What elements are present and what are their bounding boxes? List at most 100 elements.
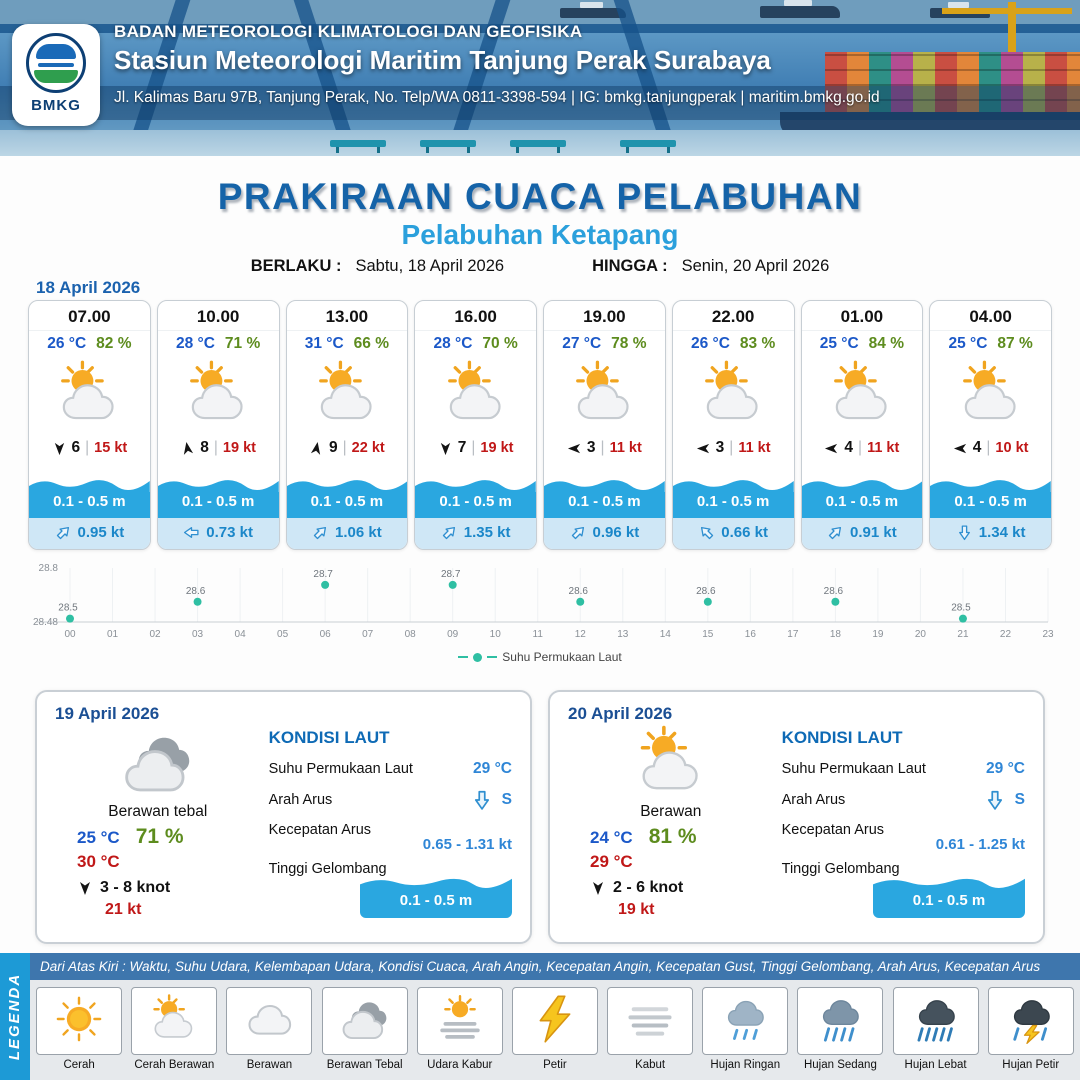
weather-icon (910, 993, 962, 1050)
legend-item: Hujan Lebat (890, 987, 982, 1071)
svg-text:28.7: 28.7 (313, 569, 333, 580)
current-band: 1.34 kt (930, 518, 1051, 549)
wave-crest-icon (544, 480, 665, 492)
port-name-subtitle: Pelabuhan Ketapang (401, 219, 679, 250)
humidity: 71 % (224, 335, 261, 352)
current-direction-icon (566, 520, 590, 544)
ship-icon (560, 2, 626, 18)
current-direction-icon (183, 524, 200, 541)
svg-text:02: 02 (149, 629, 161, 640)
current-direction-icon (471, 789, 493, 811)
svg-text:04: 04 (235, 629, 247, 640)
wave-crest-icon (29, 480, 150, 492)
weather-icon (814, 993, 866, 1050)
wave-height-label: Tinggi Gelombang (781, 861, 900, 877)
svg-text:19: 19 (872, 629, 884, 640)
current-direction-value: S (1014, 791, 1025, 808)
weather-icon (719, 993, 771, 1050)
legend-tiles-row: Cerah Cerah Berawan Berawan (30, 980, 1080, 1080)
berlaku-label: BERLAKU : (250, 257, 342, 275)
wind-direction-icon (567, 441, 582, 456)
legend-item: Hujan Sedang (794, 987, 886, 1071)
humidity: 87 % (997, 335, 1033, 352)
forecast-time: 13.00 (286, 301, 408, 331)
current-direction-icon (984, 789, 1006, 811)
svg-text:08: 08 (405, 629, 417, 640)
daily-date: 20 April 2026 (568, 704, 673, 723)
separator: | (986, 439, 991, 456)
current-direction-icon (437, 520, 461, 544)
forecast-card: 01.00 25 °C 84 % 4 | 11 kt 0.1 - 0.5 m (800, 300, 924, 550)
forecast-time: 04.00 (930, 301, 1051, 331)
separator: | (600, 439, 605, 456)
current-speed: 0.66 kt (721, 524, 768, 541)
svg-text:28.5: 28.5 (951, 603, 971, 614)
svg-text:23: 23 (1042, 629, 1054, 640)
svg-text:11: 11 (533, 629, 544, 640)
wind-direction-icon (824, 441, 839, 456)
temp-humidity-row: 28 °C 70 % (415, 331, 536, 353)
weather-icon (243, 993, 295, 1050)
wave-crest-icon (360, 878, 512, 890)
legend-item-label: Cerah Berawan (134, 1059, 215, 1071)
wave-height-label: Tinggi Gelombang (268, 861, 387, 877)
wind-row: 4 | 11 kt (802, 435, 923, 461)
humidity: 83 % (739, 335, 776, 352)
legend-icon-box (131, 987, 218, 1055)
svg-text:07: 07 (362, 629, 374, 640)
svg-text:05: 05 (277, 629, 289, 640)
gust-speed: 19 kt (222, 440, 256, 456)
air-temperature: 25 °C (948, 335, 988, 352)
forecast-time: 01.00 (801, 301, 923, 331)
wind-direction-icon (696, 441, 711, 456)
sst-chart-section: 28.8 28.48 00 01 02 03 04 05 06 07 08 09 10 11 12 13 14 1… (18, 556, 1062, 664)
wind-row: 9 | 22 kt (287, 435, 408, 461)
forecast-card: 13.00 31 °C 66 % 9 | 22 kt 0.1 - 0.5 m (285, 300, 409, 550)
legend-item: Udara Kabur (414, 987, 506, 1071)
current-band: 0.66 kt (672, 518, 794, 549)
svg-text:01: 01 (107, 629, 119, 640)
air-temperature: 31 °C (304, 335, 344, 352)
svg-text:16: 16 (745, 629, 757, 640)
wind-range: 3 - 8 knot (100, 879, 171, 896)
separator: | (729, 439, 734, 456)
humidity: 71 % (135, 825, 184, 848)
current-speed: 0.91 kt (850, 524, 897, 541)
wave-height-band: 0.1 - 0.5 m (157, 477, 279, 518)
air-temperature: 26 °C (690, 335, 730, 352)
weather-icon (434, 993, 486, 1050)
sea-conditions-block: KONDISI LAUT Suhu Permukaan Laut 29 °C A… (261, 724, 512, 919)
legend-item: Cerah (33, 987, 125, 1071)
legend-item-label: Berawan (246, 1059, 293, 1071)
svg-text:28.6: 28.6 (696, 586, 716, 597)
legend-icon-box (702, 987, 789, 1055)
current-speed-label: Kecepatan Arus (781, 822, 885, 838)
agency-name: BADAN METEOROLOGI KLIMATOLOGI DAN GEOFIS… (114, 22, 583, 41)
berlaku-value: Sabtu, 18 April 2026 (355, 257, 505, 275)
forecast-card: 04.00 25 °C 87 % 4 | 10 kt 0.1 - 0.5 m (929, 300, 1052, 550)
svg-text:28.6: 28.6 (824, 586, 844, 597)
legend-icon-box (892, 987, 979, 1055)
humidity: 78 % (611, 335, 647, 352)
current-speed: 0.95 kt (77, 524, 125, 541)
current-speed-label: Kecepatan Arus (268, 822, 372, 838)
address-backdrop (0, 86, 1080, 120)
daily-forecast-card: 20 April 2026 Berawan 24 °C 81 % 29 °C (548, 690, 1045, 944)
page-title: PRAKIRAAN CUACA PELABUHAN (217, 176, 863, 217)
current-band: 0.91 kt (801, 518, 923, 549)
bmkg-logo-text: BMKG (31, 97, 81, 114)
forecast-cards-row: 07.00 26 °C 82 % 6 | 15 kt 0.1 - 0.5 m (28, 300, 1052, 550)
wave-crest-icon (672, 480, 794, 492)
daily-forecast-card: 19 April 2026 Berawan tebal 25 °C 71 % 3… (35, 690, 532, 944)
temp-humidity-row: 28 °C 71 % (158, 331, 279, 353)
current-speed: 1.06 kt (335, 524, 382, 541)
wave-height-band: 0.1 - 0.5 m (873, 875, 1025, 918)
wave-crest-icon (415, 480, 536, 492)
wave-height-value: 0.1 - 0.5 m (29, 492, 150, 518)
weather-icon (106, 724, 210, 805)
current-band: 1.06 kt (286, 518, 408, 549)
current-direction-label: Arah Arus (268, 792, 333, 808)
current-speed-value: 0.65 - 1.31 kt (422, 836, 512, 853)
station-address: Jl. Kalimas Baru 97B, Tanjung Perak, No.… (114, 89, 880, 106)
current-speed: 0.73 kt (206, 524, 253, 541)
